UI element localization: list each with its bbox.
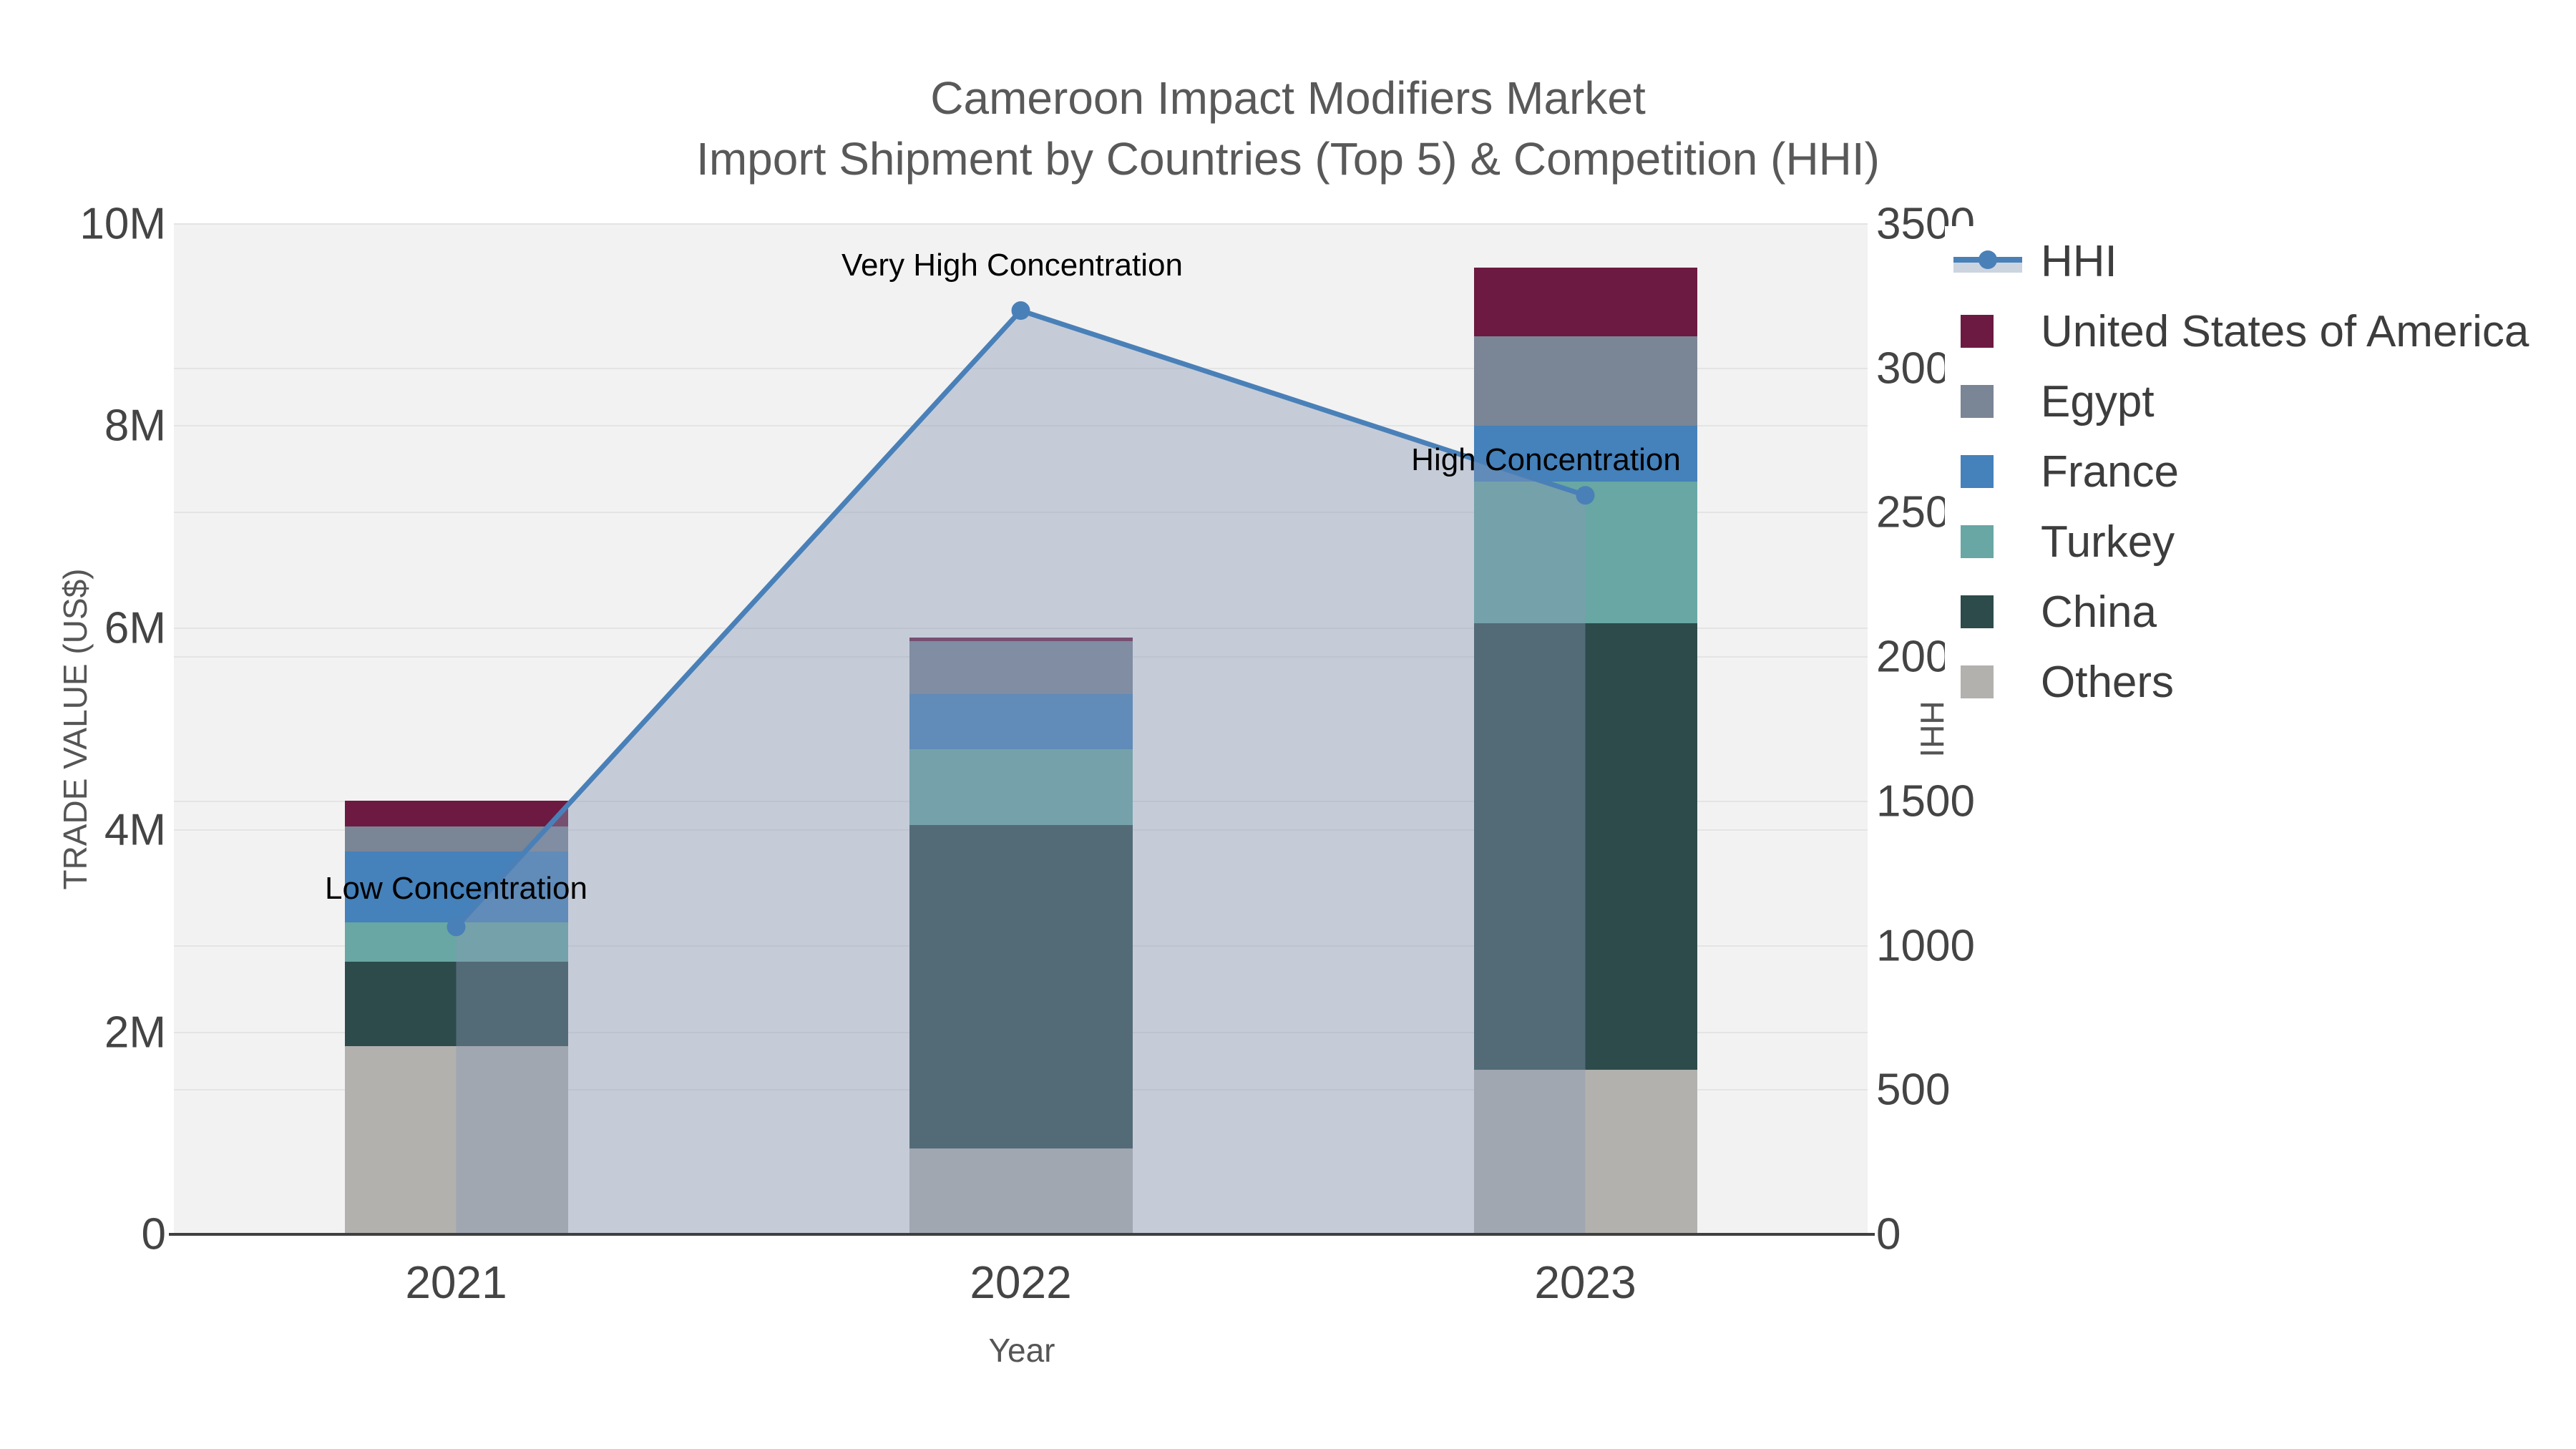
gridline-hhi [174,367,1868,369]
color-swatch-icon [1952,385,2031,418]
bar-segment-china-2021[interactable] [344,961,568,1047]
gridline-trade-value [174,425,1868,427]
gridline-trade-value [174,627,1868,629]
legend-item-turkey[interactable]: Turkey [1945,507,2576,577]
x-tick-2023: 2023 [1534,1257,1636,1308]
stacked-bar-2023 [1473,224,1697,1234]
y-right-tick-0: 0 [1876,1209,1901,1259]
y-axis-title-left: TRADE VALUE (US$) [57,568,94,890]
y-left-tick-0: 0 [141,1209,166,1259]
x-axis-title: Year [988,1332,1055,1369]
gridline-hhi [174,512,1868,514]
hhi-marker-2022[interactable] [1011,301,1030,321]
hhi-line-legend-icon [1952,247,2031,275]
color-swatch-icon [1952,315,2031,348]
bar-segment-united-states-of-america-2021[interactable] [344,801,568,826]
color-swatch-icon [1952,525,2031,558]
color-swatch-icon [1952,595,2031,628]
bar-segment-united-states-of-america-2022[interactable] [909,637,1133,642]
color-swatch-icon [1961,665,1994,698]
legend-label: HHI [2041,236,2117,286]
plot-area: Low Concentration Very High Concentration… [174,223,1868,1234]
bar-segment-turkey-2023[interactable] [1473,482,1697,623]
color-swatch-icon [1952,455,2031,488]
x-tick-2021: 2021 [405,1257,507,1308]
color-swatch-icon [1961,455,1994,488]
bar-segment-china-2022[interactable] [909,825,1133,1148]
legend-item-hhi[interactable]: HHI [1945,226,2576,296]
chart-subtitle: Import Shipment by Countries (Top 5) & C… [696,133,1880,185]
legend-item-egypt[interactable]: Egypt [1945,366,2576,436]
color-swatch-icon [1961,385,1994,418]
hhi-marker-2023[interactable] [1576,486,1595,505]
gridline-hhi [174,223,1868,225]
x-tick-2022: 2022 [970,1257,1072,1308]
bar-segment-china-2023[interactable] [1473,623,1697,1070]
legend-label: Others [2041,657,2175,707]
legend-label: France [2041,447,2179,497]
legend-item-others[interactable]: Others [1945,647,2576,717]
legend-item-france[interactable]: France [1945,436,2576,507]
legend-label: Egypt [2041,376,2155,426]
color-swatch-icon [1961,595,1994,628]
legend: HHI United States of America Egypt France Tu… [1945,226,2576,717]
y-right-tick-500: 500 [1876,1065,1951,1115]
y-right-tick-1500: 1500 [1876,776,1975,826]
legend-label: China [2041,587,2157,637]
y-right-tick-1000: 1000 [1876,921,1975,971]
legend-item-china[interactable]: China [1945,577,2576,647]
line-marker-icon [1979,250,1997,269]
legend-label: United States of America [2041,306,2529,356]
y-left-tick-6M: 6M [104,603,166,653]
color-swatch-icon [1952,665,2031,698]
bar-segment-france-2021[interactable] [344,851,568,922]
bar-segment-others-2022[interactable] [909,1148,1133,1234]
hhi-area-fill [456,311,1586,1234]
annotation-low-concentration: Low Concentration [325,871,587,907]
stacked-bar-2022 [909,224,1133,1234]
y-left-tick-8M: 8M [104,401,166,451]
annotation-high-concentration: High Concentration [1411,442,1681,478]
legend-label: Turkey [2041,517,2175,567]
bar-segment-egypt-2022[interactable] [909,641,1133,694]
bar-segment-united-states-of-america-2023[interactable] [1473,267,1697,336]
hhi-line-overlay [447,301,1595,1234]
bar-segment-france-2022[interactable] [909,693,1133,750]
hhi-line-legend-icon [1953,247,2022,275]
hhi-marker-2021[interactable] [447,917,466,937]
legend-item-united-states-of-america[interactable]: United States of America [1945,296,2576,366]
y-left-tick-10M: 10M [79,199,166,249]
x-axis-line [169,1233,1875,1236]
color-swatch-icon [1961,315,1994,348]
color-swatch-icon [1961,525,1994,558]
annotation-very-high-concentration: Very High Concentration [841,248,1183,283]
chart-title: Cameroon Impact Modifiers Market [930,72,1646,124]
stacked-bar-2021 [344,224,568,1234]
y-left-tick-4M: 4M [104,805,166,855]
y-left-tick-2M: 2M [104,1008,166,1058]
bar-segment-others-2023[interactable] [1473,1069,1697,1234]
bar-segment-egypt-2023[interactable] [1473,336,1697,426]
bar-segment-turkey-2022[interactable] [909,749,1133,826]
bar-segment-others-2021[interactable] [344,1046,568,1234]
